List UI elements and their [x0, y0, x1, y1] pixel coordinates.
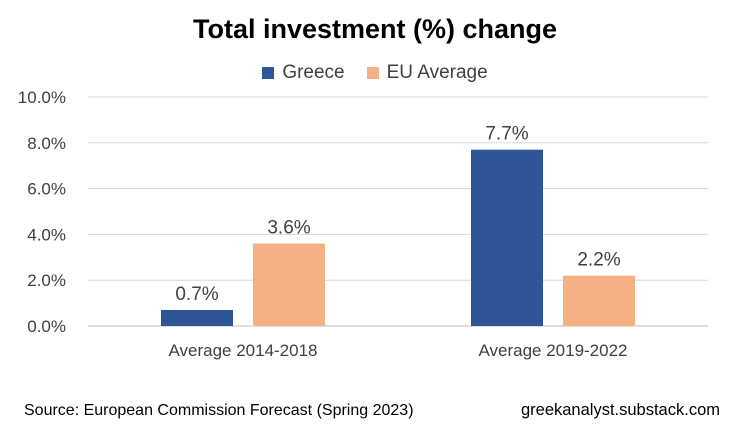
x-tick-label: Average 2019-2022	[478, 341, 627, 360]
bar-greece	[161, 309, 233, 326]
legend-swatch-eu-average	[366, 67, 379, 79]
legend-item-greece: Greece	[262, 62, 345, 84]
data-label: 7.7%	[485, 124, 528, 145]
legend-label-greece: Greece	[282, 62, 345, 83]
y-tick-label: 0.0%	[27, 317, 66, 336]
y-tick-label: 6.0%	[27, 180, 66, 199]
y-tick-label: 4.0%	[27, 225, 66, 244]
data-label: 0.7%	[175, 284, 218, 305]
legend: Greece EU Average	[0, 62, 750, 84]
credit-note: greekanalyst.substack.com	[520, 401, 720, 419]
legend-item-eu-average: EU Average	[366, 62, 488, 84]
legend-swatch-greece	[262, 67, 275, 79]
chart-title: Total investment (%) change	[192, 14, 558, 44]
bar-greece	[471, 149, 543, 326]
source-note: Source: European Commission Forecast (Sp…	[24, 402, 414, 419]
y-tick-label: 10.0%	[18, 88, 66, 107]
y-tick-label: 2.0%	[27, 271, 66, 290]
y-tick-label: 8.0%	[27, 134, 66, 153]
x-tick-label: Average 2014-2018	[168, 341, 317, 360]
bar-eu-average	[563, 275, 635, 326]
bar-eu-average	[253, 243, 325, 326]
data-label: 2.2%	[577, 250, 620, 271]
data-label: 3.6%	[267, 218, 310, 239]
legend-label-eu-average: EU Average	[386, 62, 488, 83]
